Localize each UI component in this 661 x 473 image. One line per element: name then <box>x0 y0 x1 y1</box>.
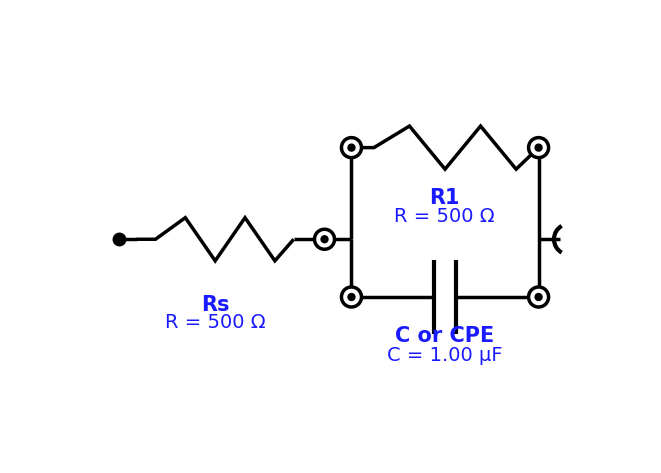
Text: Rs: Rs <box>201 296 229 315</box>
Circle shape <box>321 236 328 243</box>
Circle shape <box>348 294 355 300</box>
Circle shape <box>535 144 542 151</box>
Circle shape <box>342 287 362 307</box>
Circle shape <box>315 229 334 249</box>
Circle shape <box>342 138 362 158</box>
Text: R = 500 Ω: R = 500 Ω <box>165 313 266 332</box>
Circle shape <box>348 144 355 151</box>
Text: C or CPE: C or CPE <box>395 326 494 346</box>
Text: R = 500 Ω: R = 500 Ω <box>395 207 495 226</box>
Circle shape <box>535 294 542 300</box>
Text: C = 1.00 μF: C = 1.00 μF <box>387 346 502 365</box>
Text: R1: R1 <box>430 188 460 208</box>
Circle shape <box>529 287 549 307</box>
Circle shape <box>529 138 549 158</box>
